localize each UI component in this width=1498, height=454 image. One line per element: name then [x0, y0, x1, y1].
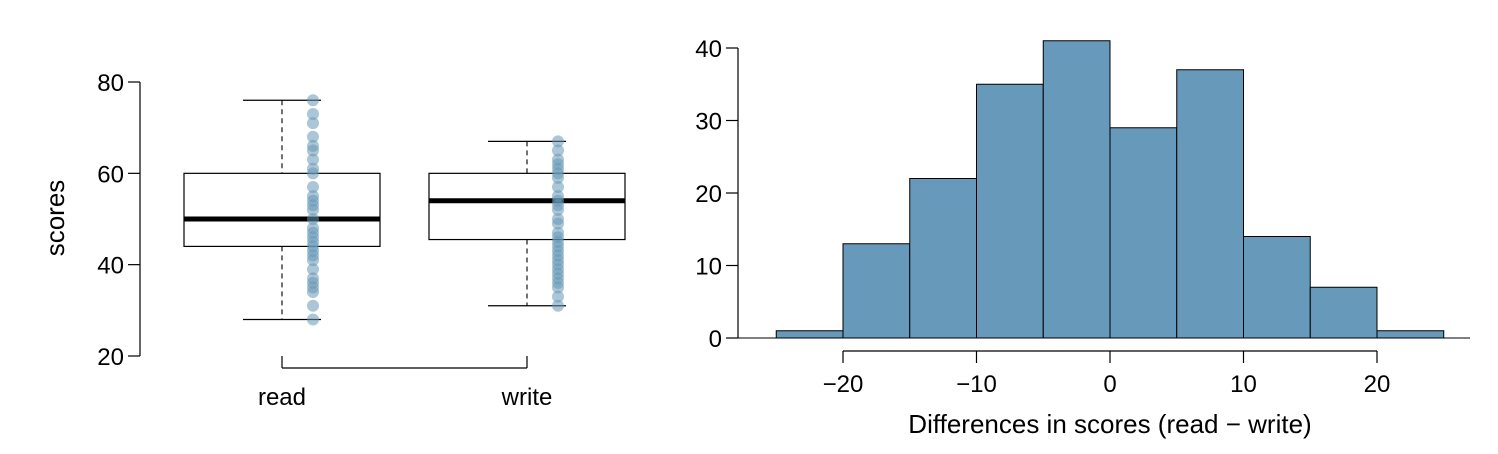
- boxplot-data-point: [552, 144, 564, 157]
- boxplot-y-axis-label: scores: [40, 180, 70, 257]
- boxplot-data-point: [307, 263, 319, 276]
- histogram-y-tick-label: 10: [695, 254, 722, 281]
- boxplot-box: [183, 172, 381, 247]
- histogram-x-tick-label: 10: [1230, 371, 1257, 398]
- boxplot-y-tick-label: 80: [97, 70, 124, 97]
- boxplot-data-point: [307, 213, 319, 225]
- boxplot-data-point: [307, 222, 319, 235]
- boxplot-data-point: [552, 153, 564, 166]
- boxplot-x-axis: read write: [258, 356, 552, 411]
- boxplot-boxes: [183, 99, 626, 321]
- histogram-y-tick-label: 30: [695, 109, 722, 136]
- boxplot-y-tick-label: 60: [97, 161, 124, 188]
- boxplot-data-point: [552, 226, 564, 239]
- histogram-bar: [1042, 40, 1111, 339]
- boxplot-data-point: [307, 130, 319, 143]
- boxplot-data-point: [552, 213, 564, 225]
- histogram-y-tick-label: 20: [695, 181, 722, 208]
- histogram-x-tick-label: −10: [956, 371, 997, 398]
- boxplot-data-point: [307, 190, 319, 203]
- histogram-panel: 0 10 20 30 40 −20 −10 0 10 20 Differences in sco…: [695, 36, 1470, 439]
- boxplot-data-point: [552, 190, 564, 203]
- boxplot-y-tick-label: 20: [97, 344, 124, 371]
- boxplot-data-point: [307, 299, 319, 312]
- histogram-bar: [976, 83, 1044, 339]
- histogram-bar: [1309, 286, 1378, 339]
- histogram-x-axis: −20 −10 0 10 20: [823, 350, 1391, 398]
- histogram-bar: [1176, 69, 1244, 339]
- boxplot-points: [307, 94, 564, 326]
- boxplot-box: [428, 172, 626, 241]
- histogram-x-axis-label: Differences in scores (read − write): [908, 409, 1311, 439]
- boxplot-data-point: [552, 290, 564, 303]
- boxplot-data-point: [552, 181, 564, 194]
- boxplot-data-point: [552, 299, 564, 312]
- histogram-y-axis: 0 10 20 30 40: [695, 36, 739, 353]
- histogram-x-tick-label: −20: [823, 371, 864, 398]
- histogram-bar: [909, 178, 977, 339]
- boxplot-x-tick-label: write: [501, 384, 553, 411]
- histogram-bar: [842, 243, 911, 339]
- histogram-bar: [1109, 127, 1178, 339]
- boxplot-x-tick-label: read: [258, 384, 306, 411]
- histogram-x-tick-label: 0: [1103, 371, 1116, 398]
- histogram-bars: [738, 40, 1470, 339]
- boxplot-data-point: [307, 162, 319, 175]
- boxplot-data-point: [307, 107, 319, 120]
- boxplot-data-point: [552, 135, 564, 148]
- histogram-y-tick-label: 40: [695, 36, 722, 63]
- histogram-bar: [775, 330, 844, 339]
- boxplot-y-tick-label: 40: [97, 253, 124, 280]
- histogram-x-tick-label: 20: [1364, 371, 1391, 398]
- histogram-bar: [1376, 330, 1445, 339]
- boxplot-panel: 20 40 60 80 scores read write: [40, 70, 626, 411]
- boxplot-data-point: [307, 94, 319, 107]
- boxplot-data-point: [307, 117, 319, 130]
- histogram-y-tick-label: 0: [709, 326, 722, 353]
- boxplot-data-point: [307, 139, 319, 152]
- boxplot-y-axis: 20 40 60 80: [97, 70, 141, 371]
- boxplot-data-point: [307, 272, 319, 285]
- boxplot-data-point: [307, 153, 319, 166]
- boxplot-data-point: [307, 313, 319, 326]
- boxplot-data-point: [307, 181, 319, 194]
- histogram-bar: [1243, 236, 1311, 339]
